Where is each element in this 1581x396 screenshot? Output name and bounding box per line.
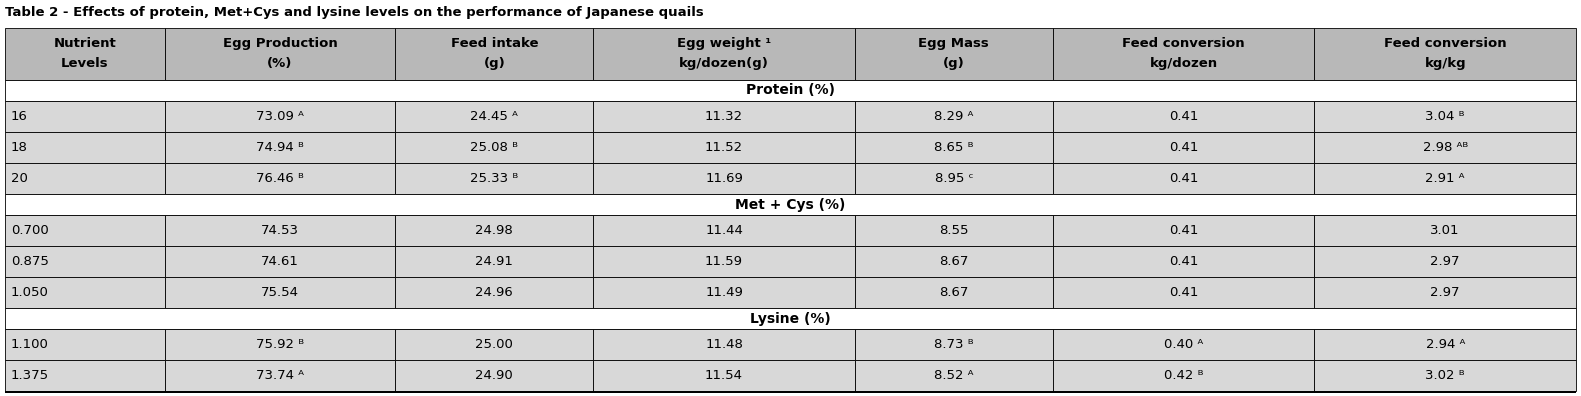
Text: 16: 16 — [11, 110, 28, 123]
Text: 74.61: 74.61 — [261, 255, 299, 268]
Text: 3.02 ᴮ: 3.02 ᴮ — [1426, 369, 1466, 382]
Text: 1.050: 1.050 — [11, 286, 49, 299]
Text: 8.55: 8.55 — [939, 224, 969, 237]
Text: 2.91 ᴬ: 2.91 ᴬ — [1426, 172, 1466, 185]
Text: 25.33 ᴮ: 25.33 ᴮ — [470, 172, 519, 185]
Text: 73.74 ᴬ: 73.74 ᴬ — [256, 369, 304, 382]
Text: 8.65 ᴮ: 8.65 ᴮ — [934, 141, 974, 154]
Text: 25.08 ᴮ: 25.08 ᴮ — [470, 141, 519, 154]
Text: 24.96: 24.96 — [476, 286, 514, 299]
Text: 73.09 ᴬ: 73.09 ᴬ — [256, 110, 304, 123]
Text: 24.90: 24.90 — [476, 369, 514, 382]
Text: 24.91: 24.91 — [476, 255, 514, 268]
Text: 74.94 ᴮ: 74.94 ᴮ — [256, 141, 304, 154]
Text: 11.49: 11.49 — [705, 286, 743, 299]
Text: 11.32: 11.32 — [705, 110, 743, 123]
Text: Egg Production: Egg Production — [223, 37, 337, 50]
Text: 11.44: 11.44 — [705, 224, 743, 237]
Text: (g): (g) — [484, 57, 506, 70]
Text: 74.53: 74.53 — [261, 224, 299, 237]
Text: (g): (g) — [942, 57, 964, 70]
Text: 0.41: 0.41 — [1168, 110, 1198, 123]
Text: kg/kg: kg/kg — [1424, 57, 1466, 70]
Text: 8.29 ᴬ: 8.29 ᴬ — [934, 110, 974, 123]
Text: 8.67: 8.67 — [939, 255, 969, 268]
Text: 0.41: 0.41 — [1168, 255, 1198, 268]
Text: kg/dozen: kg/dozen — [1149, 57, 1217, 70]
Text: (%): (%) — [267, 57, 292, 70]
Text: 0.40 ᴬ: 0.40 ᴬ — [1164, 338, 1203, 351]
Text: 0.42 ᴮ: 0.42 ᴮ — [1164, 369, 1203, 382]
Text: 2.97: 2.97 — [1431, 255, 1459, 268]
Text: 0.41: 0.41 — [1168, 286, 1198, 299]
Text: 0.700: 0.700 — [11, 224, 49, 237]
Text: 1.100: 1.100 — [11, 338, 49, 351]
Text: Feed conversion: Feed conversion — [1123, 37, 1244, 50]
Text: 11.52: 11.52 — [705, 141, 743, 154]
Text: Egg weight ¹: Egg weight ¹ — [677, 37, 772, 50]
Text: Lysine (%): Lysine (%) — [749, 312, 832, 326]
Text: 1.375: 1.375 — [11, 369, 49, 382]
Text: 11.69: 11.69 — [705, 172, 743, 185]
Text: Met + Cys (%): Met + Cys (%) — [735, 198, 846, 211]
Text: 2.97: 2.97 — [1431, 286, 1459, 299]
Text: 11.54: 11.54 — [705, 369, 743, 382]
Text: 3.01: 3.01 — [1431, 224, 1459, 237]
Text: 11.59: 11.59 — [705, 255, 743, 268]
Text: 76.46 ᴮ: 76.46 ᴮ — [256, 172, 304, 185]
Text: 75.54: 75.54 — [261, 286, 299, 299]
Text: 11.48: 11.48 — [705, 338, 743, 351]
Text: Feed conversion: Feed conversion — [1383, 37, 1507, 50]
Text: Egg Mass: Egg Mass — [919, 37, 990, 50]
Text: Feed intake: Feed intake — [451, 37, 538, 50]
Text: 25.00: 25.00 — [476, 338, 514, 351]
Text: Protein (%): Protein (%) — [746, 84, 835, 97]
Text: 8.52 ᴬ: 8.52 ᴬ — [934, 369, 974, 382]
Text: 0.41: 0.41 — [1168, 141, 1198, 154]
Text: 0.41: 0.41 — [1168, 224, 1198, 237]
Text: 0.875: 0.875 — [11, 255, 49, 268]
Text: Nutrient: Nutrient — [54, 37, 117, 50]
Text: 3.04 ᴮ: 3.04 ᴮ — [1426, 110, 1466, 123]
Text: kg/dozen(g): kg/dozen(g) — [680, 57, 768, 70]
Text: Levels: Levels — [62, 57, 109, 70]
Text: 0.41: 0.41 — [1168, 172, 1198, 185]
Text: 18: 18 — [11, 141, 28, 154]
Text: 2.98 ᴬᴮ: 2.98 ᴬᴮ — [1423, 141, 1467, 154]
Text: Table 2 - Effects of protein, Met+Cys and lysine levels on the performance of Ja: Table 2 - Effects of protein, Met+Cys an… — [5, 6, 704, 19]
Text: 2.94 ᴬ: 2.94 ᴬ — [1426, 338, 1466, 351]
Text: 20: 20 — [11, 172, 28, 185]
Text: 8.67: 8.67 — [939, 286, 969, 299]
Text: 8.73 ᴮ: 8.73 ᴮ — [934, 338, 974, 351]
Text: 24.45 ᴬ: 24.45 ᴬ — [470, 110, 519, 123]
Text: 8.95 ᶜ: 8.95 ᶜ — [934, 172, 974, 185]
Text: 75.92 ᴮ: 75.92 ᴮ — [256, 338, 304, 351]
Text: 24.98: 24.98 — [476, 224, 514, 237]
